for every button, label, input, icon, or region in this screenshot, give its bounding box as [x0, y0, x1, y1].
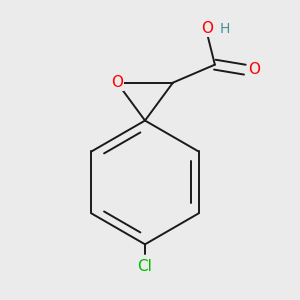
Text: H: H — [220, 22, 230, 36]
Text: O: O — [201, 21, 213, 36]
Text: O: O — [248, 62, 260, 77]
Text: Cl: Cl — [138, 259, 152, 274]
Text: O: O — [111, 75, 123, 90]
